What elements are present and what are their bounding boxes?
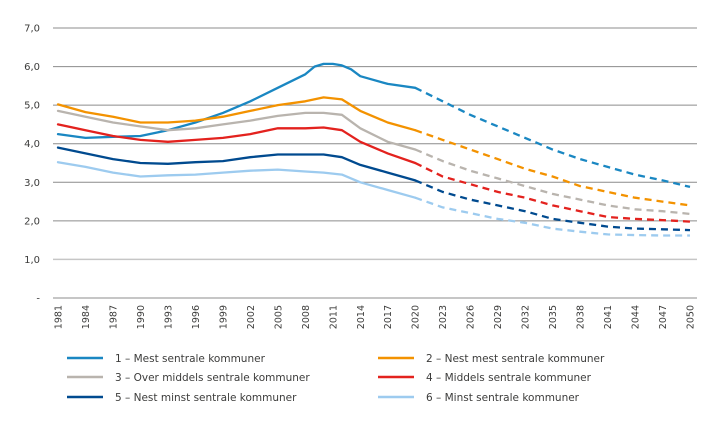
x-tick-label: 1987 [108, 305, 119, 329]
series-line-projection [414, 129, 691, 207]
legend: 1 – Mest sentrale kommuner 2 – Nest mest … [67, 353, 605, 404]
x-tick-label: 2002 [246, 305, 257, 329]
series-line-historical [56, 96, 417, 132]
series-line-historical [56, 123, 417, 165]
legend-item: 1 – Mest sentrale kommuner [67, 353, 266, 365]
x-tick-label: 2023 [438, 305, 449, 329]
series-line-projection [414, 86, 691, 189]
legend-label: 3 – Over middels sentrale kommuner [115, 372, 310, 384]
x-tick-label: 1990 [136, 305, 147, 329]
x-tick-label: 2029 [493, 305, 504, 329]
x-tick-label: 2050 [686, 305, 697, 329]
x-tick-label: 2032 [521, 305, 532, 329]
legend-item: 2 – Nest mest sentrale kommuner [378, 353, 605, 365]
series-2 [56, 96, 691, 207]
y-tick-label: 1,0 [24, 255, 40, 266]
legend-label: 6 – Minst sentrale kommuner [426, 392, 580, 404]
x-tick-label: 2014 [356, 305, 367, 329]
legend-item: 3 – Over middels sentrale kommuner [67, 372, 310, 384]
series-line-historical [56, 62, 417, 140]
series-line-historical [56, 146, 417, 182]
legend-item: 4 – Middels sentrale kommuner [378, 372, 592, 384]
series-line-projection [414, 161, 691, 223]
x-tick-label: 2038 [576, 305, 587, 329]
y-tick-label: 5,0 [24, 101, 40, 112]
series-line-historical [56, 109, 417, 151]
legend-label: 2 – Nest mest sentrale kommuner [426, 353, 605, 365]
gridlines [53, 27, 697, 299]
x-tick-label: 2047 [658, 305, 669, 329]
series-lines [56, 62, 691, 237]
x-tick-label: 1981 [54, 305, 65, 329]
y-tick-label: 3,0 [24, 178, 40, 189]
series-line-projection [414, 196, 690, 237]
series-5 [56, 146, 691, 232]
x-tick-label: 2041 [603, 305, 614, 329]
y-axis-ticks: - 1,0 2,0 3,0 4,0 5,0 6,0 7,0 [24, 24, 40, 305]
y-tick-label: 4,0 [24, 139, 40, 150]
y-tick-label: 6,0 [24, 62, 40, 73]
x-tick-label: 2044 [631, 305, 642, 329]
x-axis-ticks: 1981 1984 1987 1990 1993 1996 1999 2002 2005 2008… [54, 305, 697, 329]
x-tick-label: 1999 [218, 305, 229, 329]
y-tick-label: 2,0 [24, 216, 40, 227]
y-tick-label: 7,0 [24, 24, 40, 35]
series-line-projection [414, 179, 691, 232]
legend-item: 5 – Nest minst sentrale kommuner [67, 392, 297, 404]
x-tick-label: 2008 [301, 305, 312, 329]
x-tick-label: 2011 [328, 305, 339, 329]
legend-label: 5 – Nest minst sentrale kommuner [115, 392, 297, 404]
x-tick-label: 2020 [411, 305, 422, 329]
x-tick-label: 1996 [191, 305, 202, 329]
x-tick-label: 1993 [163, 305, 174, 329]
legend-item: 6 – Minst sentrale kommuner [378, 392, 580, 404]
series-6 [56, 161, 690, 237]
y-tick-label: - [36, 294, 40, 305]
legend-label: 4 – Middels sentrale kommuner [426, 372, 592, 384]
series-4 [56, 123, 691, 223]
x-tick-label: 2026 [466, 305, 477, 329]
series-3 [56, 109, 691, 216]
series-line-historical [56, 161, 417, 199]
x-tick-label: 1984 [81, 305, 92, 329]
x-tick-label: 2017 [383, 305, 394, 329]
x-tick-label: 2005 [273, 305, 284, 329]
series-line-projection [414, 148, 691, 216]
x-tick-label: 2035 [548, 305, 559, 329]
series-1 [56, 62, 691, 189]
legend-label: 1 – Mest sentrale kommuner [115, 353, 266, 365]
